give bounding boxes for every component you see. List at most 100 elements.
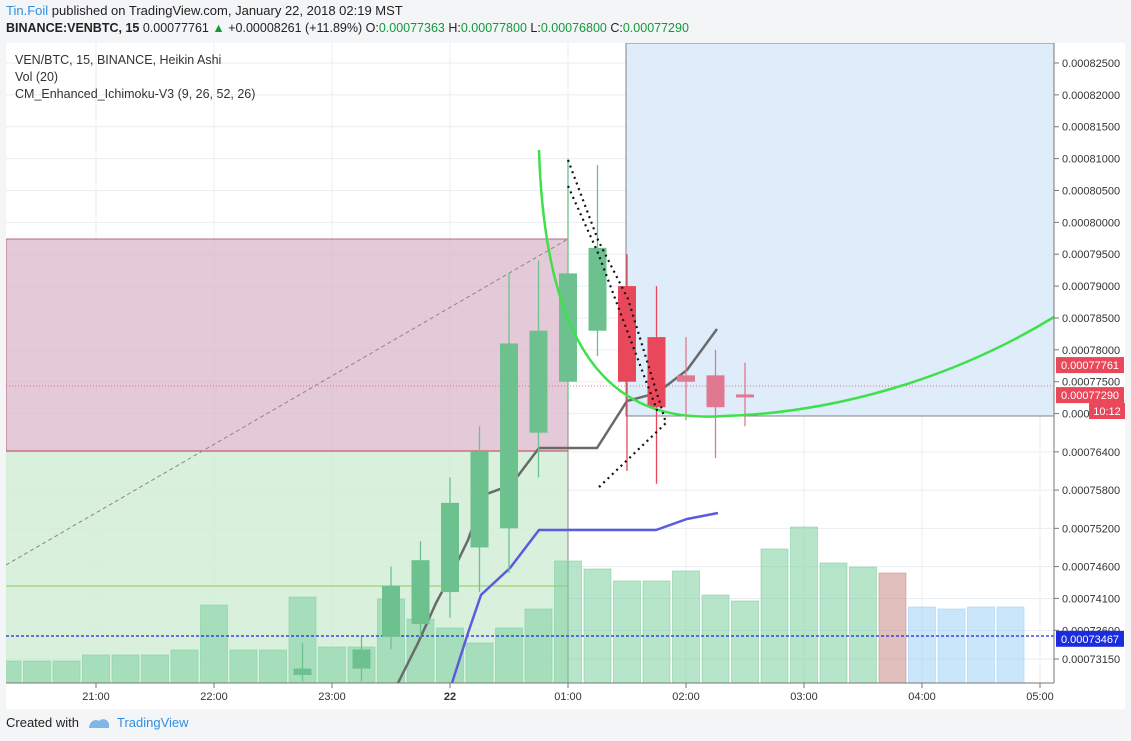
volume-bar [908,606,936,684]
tradingview-logo-icon [88,718,109,728]
volume-bar [495,627,523,684]
close-value: 0.00077290 [622,21,689,35]
volume-bars [6,526,1025,684]
low-value: 0.00076800 [540,21,607,35]
y-tick-label: 0.00079500 [1062,249,1120,261]
falling-wedge-lines [566,159,668,489]
volume-bar [170,649,199,684]
price-label-text: 10:12 [1093,406,1121,418]
x-tick-label: 21:00 [82,691,110,703]
candle-body [441,502,459,593]
open-value: 0.00077363 [378,21,445,35]
volume-bar [52,660,81,684]
close-label: C: [610,21,623,35]
volume-bar [642,580,671,684]
x-tick-label: 05:00 [1026,691,1054,703]
volume-bar [996,606,1025,684]
time-axis[interactable]: 21:00 22:00 23:00 22 01:00 02:00 03:00 04:00 05:… [6,682,1054,703]
y-tick-label: 0.00076400 [1062,447,1120,459]
volume-bar [23,660,51,684]
volume-bar [760,548,789,684]
published-header: Tin.Foil published on TradingView.com, J… [6,3,403,18]
candle-body [293,668,312,675]
price-label-tag [1056,357,1124,374]
y-tick-label: 0.00074600 [1062,562,1120,574]
legend-indicator: CM_Enhanced_Ichimoku-V3 (9, 26, 52, 26) [15,87,255,101]
volume-bar [554,560,582,684]
price-labels: 0.00077761 0.00077290 10:12 0.00073467 [1056,357,1125,647]
volume-bar [465,642,494,684]
time-axis-background [6,683,1125,709]
x-tick-label: 02:00 [672,691,700,703]
legend-symbol: VEN/BTC, 15, BINANCE, Heikin Ashi [15,53,221,67]
volume-bar [229,649,258,684]
legend-volume: Vol (20) [15,70,58,84]
y-tick-label: 0.00079000 [1062,281,1120,293]
y-tick-label: 0.00077500 [1062,377,1120,389]
rounded-bottom-curve [537,149,1055,418]
candle-body [382,585,400,637]
price-label-text: 0.00077290 [1061,390,1119,402]
candle-body [529,330,548,433]
volume-bar [790,526,818,684]
x-tick-label: 22:00 [200,691,228,703]
volume-bar [141,654,169,684]
y-tick-label: 0.00078500 [1062,313,1120,325]
x-tick-label: 03:00 [790,691,818,703]
candle-body [618,286,636,382]
volume-bar [259,649,287,684]
created-with-text: Created with [6,715,79,730]
candle-body [588,247,607,331]
projection-box [625,43,1055,417]
price-label-text: 0.00077761 [1061,360,1119,372]
x-tick-label: 01:00 [554,691,582,703]
volume-bar [613,580,641,684]
price-chart[interactable]: 0.00082500 0.00082000 0.00081500 0.00081000… [6,43,1125,709]
candle-body [677,375,695,382]
candles [293,158,754,682]
ichimoku-conversion-line [450,511,719,684]
candle-body [500,343,518,529]
volume-bar [111,654,140,684]
price-label-tag [1089,403,1125,420]
y-tick-label: 0.00082000 [1062,90,1120,102]
footer: Created with TradingView [6,715,189,730]
volume-bar [318,646,346,684]
tradingview-link[interactable]: TradingView [116,715,189,730]
ohlc-header: BINANCE:VENBTC, 15 0.00077761 ▲ +0.00008… [6,21,689,35]
y-tick-label: 0.00074100 [1062,593,1120,605]
y-tick-label: 0.00081000 [1062,154,1120,166]
author-link[interactable]: Tin.Foil [6,3,49,18]
x-tick-label: 22 [444,691,456,703]
volume-bar [701,594,730,684]
published-text: published on TradingView.com, January 22… [51,3,403,18]
y-tick-label: 0.00080000 [1062,217,1120,229]
volume-bar [731,600,759,684]
x-tick-label: 04:00 [908,691,936,703]
volume-bar [200,604,228,684]
candle-body [352,649,371,669]
y-tick-label: 0.00080500 [1062,185,1120,197]
y-tick-label: 0.00075200 [1062,523,1120,535]
x-tick-label: 23:00 [318,691,346,703]
volume-bar [583,568,612,684]
change-value: +0.00008261 (+11.89%) [228,21,363,35]
up-arrow-icon: ▲ [212,21,225,35]
volume-bar [878,572,907,684]
candle-body [647,337,666,408]
last-price: 0.00077761 [142,21,209,35]
volume-bar [672,570,700,684]
y-tick-label: 0.00081500 [1062,122,1120,134]
low-label: L: [530,21,541,35]
volume-bar [524,608,553,684]
volume-bar [937,608,966,684]
price-label-tag [1056,630,1124,647]
candle-body [706,375,725,408]
candle-body [411,560,430,624]
high-value: 0.00077800 [460,21,527,35]
candle-body [559,273,577,382]
y-tick-label: 0.00078000 [1062,345,1120,357]
price-label-tag [1056,387,1124,404]
candle-body [470,451,489,548]
symbol-label: BINANCE:VENBTC, 15 [6,21,140,35]
